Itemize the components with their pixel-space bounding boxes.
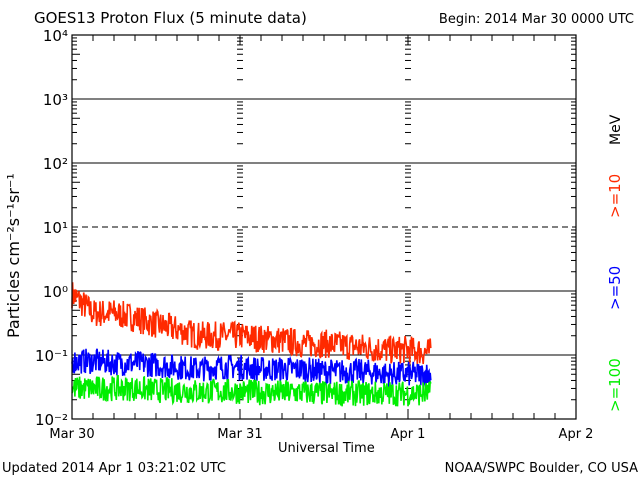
y-tick-label: 10⁰ [43, 283, 68, 301]
y-tick-label: 10⁴ [43, 27, 68, 45]
unit-label: MeV [608, 114, 624, 145]
chart-title: GOES13 Proton Flux (5 minute data) [34, 9, 307, 27]
legend-ge10: >=10 [606, 173, 624, 218]
x-axis-label: Universal Time [278, 441, 375, 456]
source-credit: NOAA/SWPC Boulder, CO USA [444, 461, 638, 476]
x-tick-label: Apr 2 [559, 427, 594, 442]
legend-ge50: >=50 [606, 265, 624, 310]
x-tick-label: Apr 1 [391, 427, 426, 442]
legend-ge100: >=100 [606, 358, 624, 412]
y-tick-label: 10³ [43, 91, 68, 109]
series-line-ge50 [71, 348, 432, 388]
begin-date: Begin: 2014 Mar 30 0000 UTC [438, 12, 634, 27]
x-tick-label: Mar 31 [217, 427, 262, 442]
updated-timestamp: Updated 2014 Apr 1 03:21:02 UTC [2, 461, 226, 476]
y-tick-label: 10⁻² [35, 411, 68, 429]
y-tick-label: 10⁻¹ [35, 347, 68, 365]
series-line-ge100 [71, 374, 432, 407]
plot-frame [71, 34, 577, 420]
series-line-ge10 [71, 282, 432, 365]
x-tick-label: Mar 30 [49, 427, 94, 442]
y-tick-label: 10² [43, 155, 68, 173]
y-tick-label: 10¹ [43, 219, 68, 237]
y-axis-label: Particles cm⁻²s⁻¹sr⁻¹ [4, 173, 23, 338]
